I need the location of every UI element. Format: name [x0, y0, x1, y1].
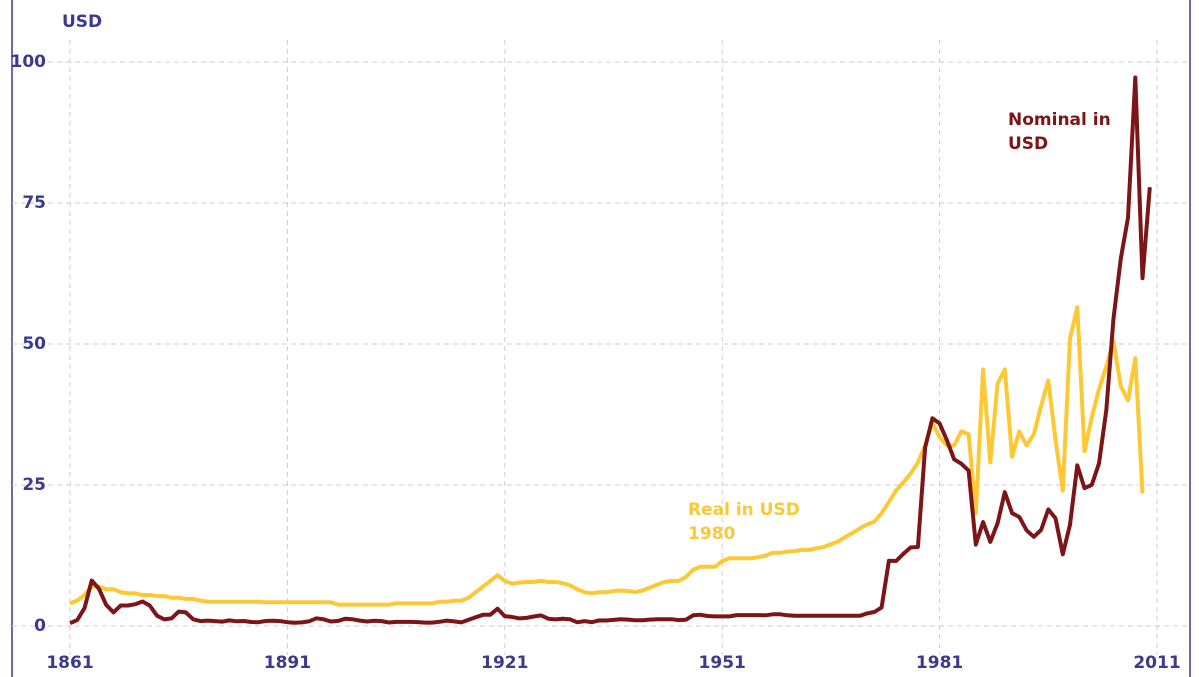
y-axis-label: USD — [62, 12, 102, 32]
y-tick-label: 75 — [22, 193, 46, 213]
series-annotation: Nominal in USD — [1008, 110, 1111, 154]
x-tick-label: 1861 — [46, 653, 93, 673]
x-tick-label: 1921 — [481, 653, 528, 673]
y-tick-label: 100 — [11, 52, 47, 72]
x-tick-label: 1981 — [916, 653, 963, 673]
series-annotation: Real in USD 1980 — [688, 500, 800, 544]
x-tick-label: 1951 — [699, 653, 746, 673]
data-line — [69, 305, 1145, 607]
x-tick-label: 1891 — [264, 653, 311, 673]
x-tick-label: 2011 — [1133, 653, 1180, 673]
data-line — [69, 75, 1152, 626]
y-tick-label: 50 — [22, 334, 46, 354]
y-tick-label: 25 — [22, 475, 46, 495]
y-tick-label: 0 — [34, 616, 46, 636]
